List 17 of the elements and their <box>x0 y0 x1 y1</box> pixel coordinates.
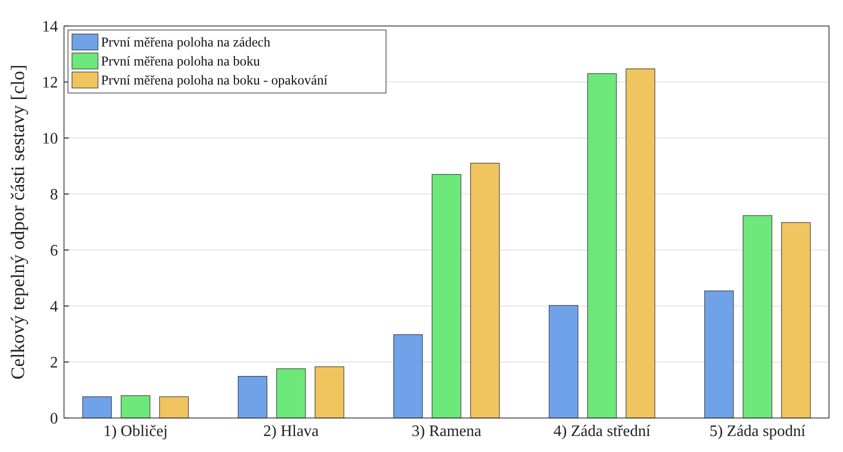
y-tick-label: 6 <box>50 242 58 260</box>
y-tick-label: 14 <box>42 18 58 36</box>
x-tick-label: 3) Ramena <box>412 423 482 440</box>
y-tick-label: 0 <box>50 410 58 428</box>
legend-label: První měřena poloha na zádech <box>101 34 271 50</box>
y-tick-label: 2 <box>50 354 58 372</box>
y-tick-label: 12 <box>42 74 58 92</box>
x-tick-label: 4) Záda střední <box>554 423 651 440</box>
legend-label: První měřena poloha na boku <box>101 54 260 69</box>
y-axis-title: Celkový tepelný odpor části sestavy [clo] <box>8 64 29 380</box>
legend-label: První měřena poloha na boku - opakování <box>101 72 328 88</box>
y-tick-label: 10 <box>42 130 58 148</box>
x-tick-label: 5) Záda spodní <box>709 423 806 440</box>
x-tick-label: 1) Obličej <box>103 423 168 440</box>
x-tick-label: 2) Hlava <box>263 423 319 440</box>
y-tick-label: 8 <box>50 186 58 204</box>
y-tick-label: 4 <box>50 298 58 316</box>
